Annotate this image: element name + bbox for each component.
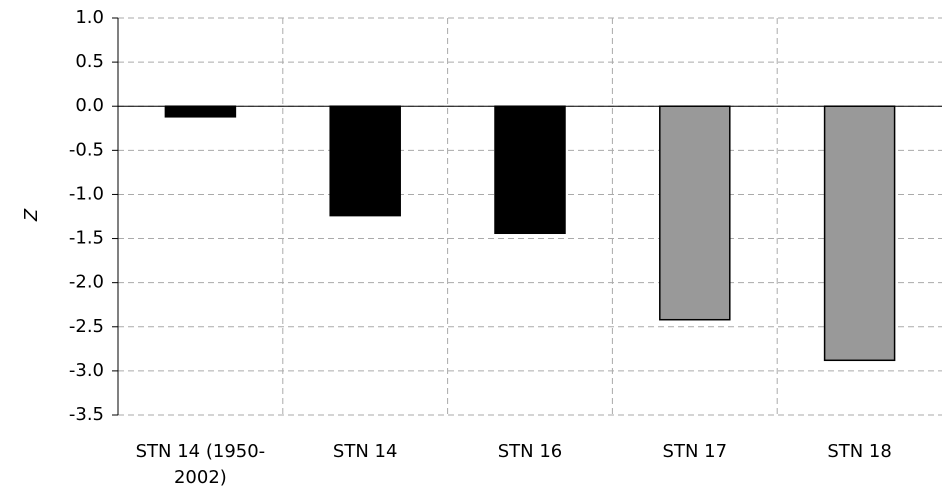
x-tick-label: STN 16 [497, 441, 563, 462]
x-tick-label: STN 14 [332, 441, 398, 462]
y-tick-label: -1.0 [69, 183, 104, 204]
y-tick-label: -2.5 [69, 316, 104, 337]
x-tick-label: STN 14 (1950-2002) [135, 441, 266, 488]
y-tick-label: -3.0 [69, 360, 104, 381]
y-tick-label: 0.0 [75, 95, 104, 116]
bar [164, 105, 237, 118]
y-tick-label: -0.5 [69, 139, 104, 160]
y-tick-label: 1.0 [75, 7, 104, 28]
bar [494, 105, 566, 235]
y-tick-label: -3.5 [69, 404, 104, 425]
x-tick-label: STN 18 [827, 441, 892, 462]
x-tick-label: STN 17 [662, 441, 728, 462]
y-tick-label: 0.5 [75, 51, 104, 72]
bar [329, 105, 401, 217]
y-axis-label: Z [21, 208, 42, 222]
bar [659, 105, 731, 321]
y-tick-label: -1.5 [69, 228, 104, 249]
bar [823, 105, 896, 362]
y-tick-label: -2.0 [69, 272, 104, 293]
